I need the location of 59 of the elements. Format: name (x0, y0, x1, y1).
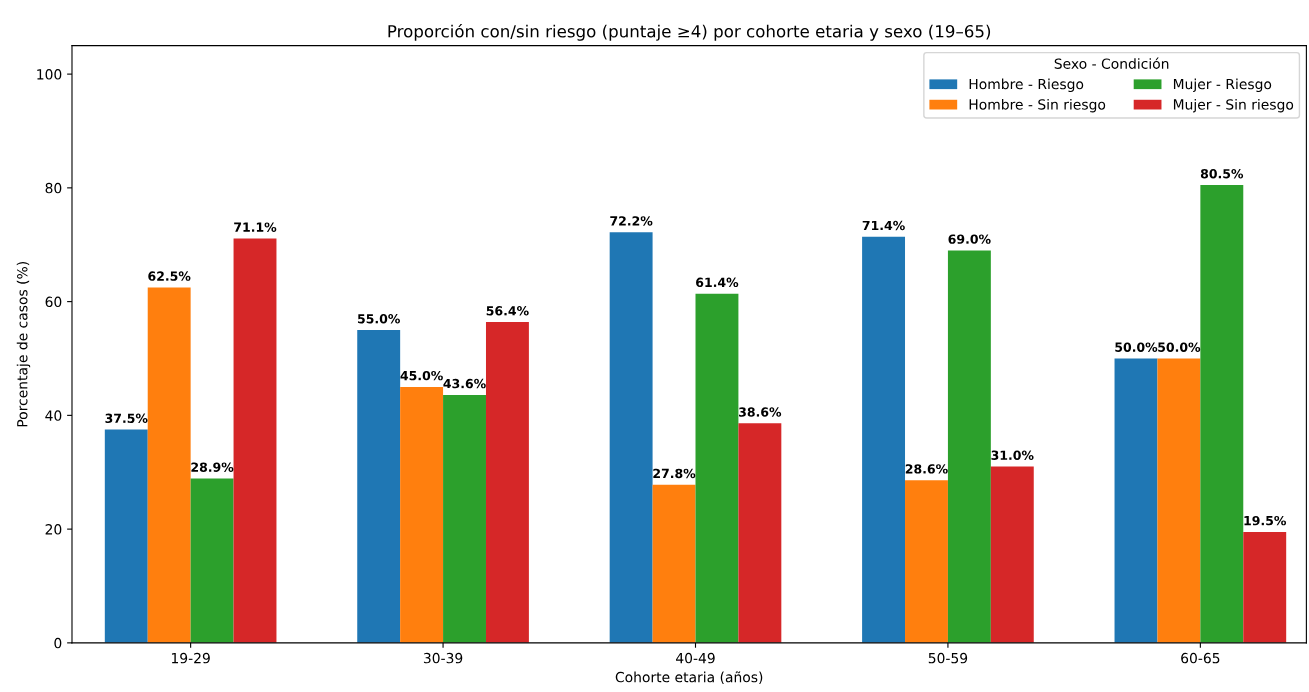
x-axis-title: Cohorte etaria (años) (615, 671, 763, 684)
y-tick-label: 20 (45, 524, 62, 535)
data-label: 50.0% (1158, 342, 1201, 352)
x-tick-label: 40-49 (676, 652, 715, 664)
bar (233, 238, 277, 643)
bar (443, 394, 486, 643)
bar (400, 386, 444, 643)
data-label: 55.0% (357, 314, 400, 324)
x-tick-label: 30-39 (423, 652, 463, 664)
bar (652, 484, 696, 643)
data-label: 62.5% (148, 271, 191, 281)
legend-label: Mujer - Riesgo (1173, 78, 1272, 92)
bar (147, 287, 191, 643)
bar (104, 429, 148, 643)
bar (1200, 185, 1244, 643)
y-axis-title: Porcentaje de casos (%) (16, 262, 31, 427)
data-label: 19.5% (1244, 515, 1287, 526)
y-tick-label: 60 (45, 296, 62, 308)
data-label: 37.5% (105, 413, 148, 423)
y-tick-label: 40 (45, 410, 62, 421)
bar (738, 423, 782, 643)
data-label: 31.0% (991, 450, 1034, 460)
bar (947, 250, 991, 643)
data-label: 61.4% (696, 277, 739, 288)
data-label: 45.0% (400, 370, 443, 381)
bar (1157, 358, 1201, 643)
data-label: 38.6% (739, 407, 782, 417)
chart-title: Proporción con/sin riesgo (puntaje ≥4) por cohorte etaria y sexo (19–65) (388, 24, 991, 41)
data-label: 43.6% (443, 378, 486, 389)
data-label: 71.1% (234, 222, 277, 232)
x-tick-label: 60-65 (1181, 652, 1220, 664)
legend-label: Hombre - Sin riesgo (969, 98, 1106, 113)
data-label: 80.5% (1200, 168, 1244, 179)
legend-label: Hombre - Riesgo (969, 78, 1084, 92)
legend-label: Mujer - Sin riesgo (1173, 98, 1294, 113)
y-tick-label: 0 (54, 637, 62, 649)
bar (862, 236, 906, 643)
bar (1243, 531, 1287, 643)
bar (485, 322, 529, 643)
bar (609, 232, 653, 643)
data-label: 69.0% (948, 234, 991, 244)
data-label: 27.8% (653, 468, 696, 479)
bar (990, 466, 1034, 643)
y-tick-label: 100 (37, 69, 62, 80)
data-label: 28.9% (191, 462, 234, 472)
data-label: 28.6% (905, 464, 948, 474)
data-label: 71.4% (862, 220, 905, 231)
bar (905, 480, 948, 643)
data-label: 72.2% (610, 216, 653, 226)
bar (695, 293, 739, 643)
bar (357, 330, 401, 643)
x-tick-label: 50-59 (928, 652, 968, 664)
data-label: 56.4% (486, 306, 529, 316)
y-tick-label: 80 (45, 182, 62, 194)
legend-title: Sexo - Condición (1054, 57, 1169, 69)
x-tick-label: 19-29 (171, 652, 210, 664)
data-label: 50.0% (1115, 342, 1158, 352)
bar (190, 478, 234, 643)
bar (1114, 358, 1158, 643)
